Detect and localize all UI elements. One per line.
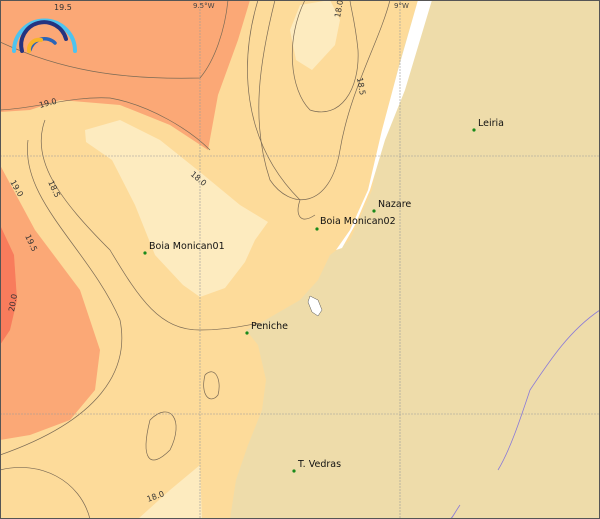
cool-water-south xyxy=(138,465,202,519)
station-label: Boia Monican01 xyxy=(149,241,225,252)
island xyxy=(307,295,323,317)
station-peniche[interactable]: Peniche xyxy=(245,321,288,335)
contour-label: 20.0 xyxy=(7,293,19,312)
station-marker xyxy=(292,469,296,473)
station-label: Peniche xyxy=(251,321,288,332)
longitude-label: 9°W xyxy=(394,2,409,10)
station-label: Boia Monican02 xyxy=(320,216,396,227)
station-boia-monican01[interactable]: Boia Monican01 xyxy=(143,241,225,255)
station-nazare[interactable]: Nazare xyxy=(372,199,411,213)
station-marker xyxy=(372,209,376,213)
contour-lines xyxy=(0,0,391,519)
station-marker xyxy=(472,128,476,132)
warm-water-west xyxy=(0,165,100,440)
contour-label: 19.5 xyxy=(54,3,72,12)
coastal-gap xyxy=(336,0,432,250)
cool-water-patch xyxy=(85,120,268,297)
station-label: Leiria xyxy=(478,118,504,129)
station-label: Nazare xyxy=(378,199,411,210)
wave-arcs-logo xyxy=(12,18,77,53)
station-marker xyxy=(245,331,249,335)
station-marker xyxy=(315,227,319,231)
contour-label: 18.5 xyxy=(355,77,367,96)
hot-water-west xyxy=(0,225,17,345)
station-label: T. Vedras xyxy=(297,459,341,470)
contour-label: 18.0 xyxy=(333,0,345,18)
contour-label: 19.0 xyxy=(38,97,58,110)
station-marker xyxy=(143,251,147,255)
station-boia-monican02[interactable]: Boia Monican02 xyxy=(315,216,396,231)
station-t-vedras[interactable]: T. Vedras xyxy=(292,459,341,473)
station-leiria[interactable]: Leiria xyxy=(472,118,504,132)
warm-water-region xyxy=(0,0,250,150)
longitude-label: 9.5°W xyxy=(193,2,215,10)
cool-water-north xyxy=(290,0,340,70)
